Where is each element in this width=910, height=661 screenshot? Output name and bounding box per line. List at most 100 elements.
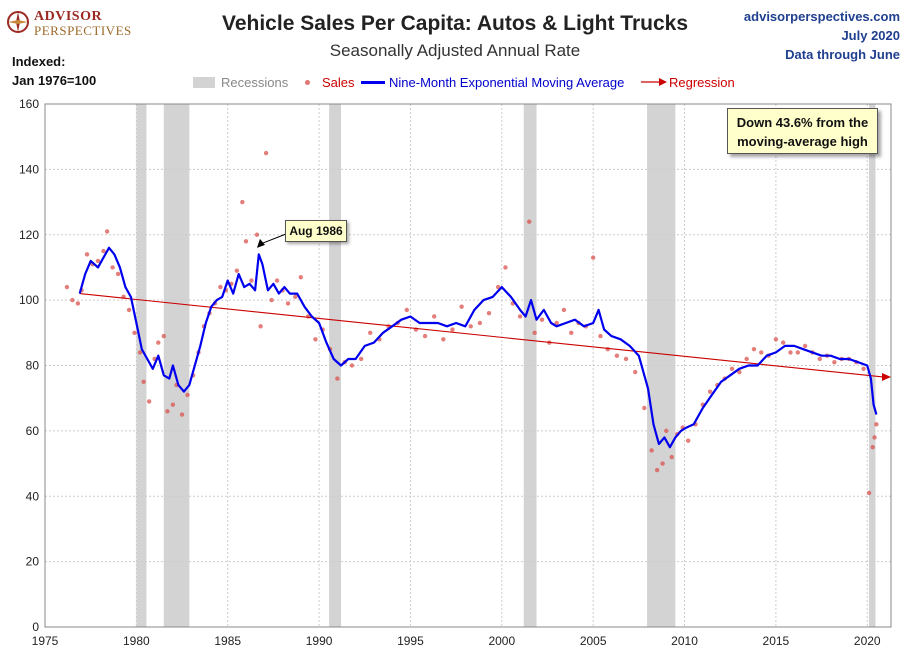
x-tick-label: 2005 <box>580 634 607 648</box>
legend-item-recessions: Recessions <box>193 73 288 91</box>
sales-point <box>285 301 291 306</box>
y-tick-label: 120 <box>19 228 39 242</box>
site-data-through: Data through June <box>785 47 900 62</box>
sales-point <box>527 219 532 224</box>
annotation-aug-1986: Aug 1986 <box>285 220 347 242</box>
y-tick-label: 80 <box>26 359 40 373</box>
sales-point <box>669 454 674 460</box>
index-note-line2: Jan 1976=100 <box>12 73 97 88</box>
sales-point <box>861 366 866 371</box>
sales-point <box>795 350 801 355</box>
site-url[interactable]: advisorperspectives.com <box>743 9 900 24</box>
x-tick-label: 2010 <box>671 634 698 648</box>
sales-point <box>744 356 749 362</box>
sales-point <box>598 333 603 339</box>
sales-point <box>141 379 146 385</box>
sales-point <box>254 232 260 237</box>
sales-point <box>243 239 249 244</box>
sales-point <box>642 405 647 411</box>
sales-point <box>773 337 779 342</box>
recession-band <box>329 104 342 627</box>
sales-point <box>539 317 545 322</box>
sales-point <box>218 284 223 290</box>
index-note-line1: Indexed: <box>12 54 66 69</box>
sales-point <box>468 324 473 329</box>
legend-item-regression: Regression <box>641 73 735 91</box>
sales-point <box>660 461 665 466</box>
sales-point <box>165 409 170 414</box>
sales-point <box>258 324 263 329</box>
sales-point <box>431 314 437 319</box>
sales-point <box>561 307 567 313</box>
sales-point <box>517 314 523 319</box>
logo-text-perspectives: PERSPECTIVES <box>34 23 132 38</box>
sales-point <box>788 350 793 355</box>
sales-point <box>654 467 660 473</box>
sales-point <box>335 376 340 381</box>
sales-point <box>874 422 879 427</box>
y-tick-label: 0 <box>32 620 39 634</box>
sales-point <box>95 258 101 264</box>
chart-title: Vehicle Sales Per Capita: Autos & Light … <box>221 12 689 35</box>
logo-text-advisor: ADVISOR <box>34 9 103 24</box>
plot-frame <box>44 103 892 628</box>
sales-point <box>614 353 620 358</box>
legend-item-ema: Nine-Month Exponential Moving Average <box>361 73 624 91</box>
sales-point <box>115 271 121 277</box>
sales-point <box>64 284 70 290</box>
sales-point <box>495 284 501 290</box>
sales-point <box>751 346 757 352</box>
regression-line-segment <box>79 293 884 378</box>
callout-line1: Down 43.6% from the <box>736 115 869 130</box>
x-tick-label: 1985 <box>214 634 241 648</box>
legend-label-sales: Sales <box>322 74 355 90</box>
sales-point <box>263 150 269 156</box>
sales-point <box>75 301 81 306</box>
x-tick-label: 2020 <box>854 634 881 648</box>
sales-point <box>132 330 137 336</box>
sales-point <box>441 337 446 342</box>
sales-point <box>729 366 735 371</box>
sales-point <box>649 448 654 453</box>
sales-point <box>179 412 185 417</box>
index-note: Indexed: Jan 1976=100 <box>12 52 96 90</box>
sales-point <box>156 340 161 345</box>
x-tick-label: 2000 <box>488 634 515 648</box>
sales-point <box>817 356 822 362</box>
x-tick-label: 1995 <box>397 634 424 648</box>
sales-point <box>104 229 110 234</box>
sales-point <box>802 343 808 349</box>
sales-point <box>707 389 713 394</box>
x-tick-label: 1975 <box>32 634 59 648</box>
sales-point <box>349 363 355 368</box>
sales-point <box>313 337 318 342</box>
sales-point <box>486 311 492 316</box>
sales-point <box>832 360 837 365</box>
recession-swatch-icon <box>193 76 215 88</box>
sales-point <box>274 278 280 283</box>
x-tick-label: 1980 <box>123 634 150 648</box>
axes: 0 20 40 60 80 100 120 140 160 1975 1980 1985 1990 199… <box>19 97 892 648</box>
sales-point <box>569 330 574 336</box>
ema-line-path <box>78 246 878 449</box>
sales-point <box>161 333 166 339</box>
sales-point <box>240 199 245 205</box>
y-tick-label: 100 <box>19 293 39 307</box>
y-tick-label: 60 <box>26 424 40 438</box>
y-tick-label: 20 <box>26 555 40 569</box>
sales-dot-icon <box>305 79 310 85</box>
legend-label-recessions: Recessions <box>221 74 289 90</box>
sales-point <box>404 307 409 313</box>
sales-point <box>737 369 742 375</box>
annotation-arrow-line <box>260 233 287 245</box>
sales-point <box>866 490 872 496</box>
chart-subtitle: Seasonally Adjusted Annual Rate <box>329 41 581 60</box>
ema-line-icon <box>361 80 385 84</box>
y-tick-label: 40 <box>26 489 40 503</box>
legend-label-ema: Nine-Month Exponential Moving Average <box>389 74 625 90</box>
sales-point <box>234 268 240 273</box>
compass-logo-icon <box>7 11 29 33</box>
sales-point <box>623 356 629 362</box>
callout-line2: moving-average high <box>737 134 868 149</box>
sales-point <box>780 340 786 345</box>
